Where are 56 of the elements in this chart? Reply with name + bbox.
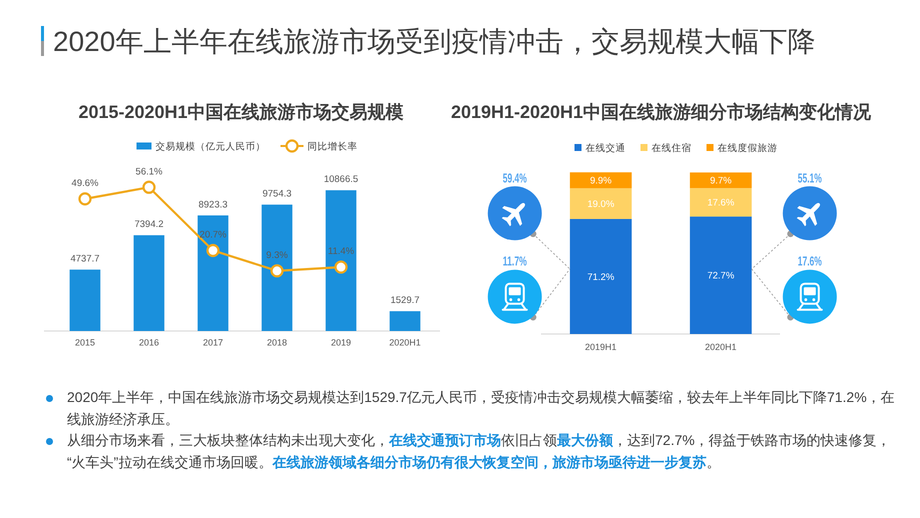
data-label: 71.2% [587, 272, 615, 283]
data-label: 4737.7 [70, 254, 100, 265]
data-label: 11.4% [328, 246, 355, 258]
bar [326, 190, 356, 331]
data-label: 1529.7 [390, 295, 420, 306]
text: 17.6% [798, 254, 835, 269]
text: 59.4% [502, 170, 540, 186]
chart-title: 2015-2020H1中国在线旅游市场交易规模 [78, 102, 404, 122]
bar [690, 216, 752, 334]
legend-label: 在线交通 [586, 142, 626, 154]
x-tick-label: 2018 [266, 338, 288, 348]
bar [570, 218, 632, 334]
bar [198, 215, 228, 331]
text: 从细分市场来看，三大板块整体结构未出现大变化，在线交通预订市场依旧占领最大份额，达到72.7%，得益于铁路市场的快速修复，“火车头”拉动在线交通市场回暖。在线旅游领域各细分市场仍有很大恢复空间，旅游市场亟待进一步复苏。 [67, 432, 891, 470]
bar [690, 188, 752, 217]
text: 2020年上半年在线旅游市场受到疫情冲击，交易规模大幅下降 [53, 26, 816, 57]
data-label: 56.1% [136, 166, 164, 178]
data-label: 9.9% [590, 176, 612, 187]
chart-title: 2019H1-2020H1中国在线旅游细分市场结构变化情况 [450, 102, 872, 122]
legend-label: 同比增长率 [308, 140, 358, 152]
bar [134, 235, 164, 331]
data-label: 10866.5 [324, 174, 358, 186]
point [334, 260, 348, 274]
x-tick-label: 2020H1 [705, 342, 737, 352]
data-label: 8923.3 [198, 199, 228, 210]
data-label: 7394.2 [134, 219, 164, 230]
legend-label: 在线度假旅游 [718, 142, 778, 154]
x-tick-label: 2019H1 [585, 342, 617, 352]
x-tick-label: 2017 [202, 338, 224, 348]
bar [690, 172, 752, 188]
legend-label: 在线住宿 [652, 142, 692, 154]
data-label: 9754.3 [262, 188, 292, 200]
data-label: 72.7% [707, 270, 735, 282]
x-tick-label: 2020H1 [389, 338, 421, 348]
x-tick-label: 2019 [330, 338, 352, 348]
x-tick-label: 2016 [138, 338, 160, 348]
point [270, 264, 284, 278]
data-label: 19.0% [587, 199, 615, 210]
text: 2020年上半年，中国在线旅游市场交易规模达到1529.7亿元人民币，受疫情冲击交易规模大幅萎缩，较去年上半年同比下降71.2%，在线旅游经济承压。 [67, 389, 895, 426]
data-label: 49.6% [72, 178, 100, 189]
data-label: 20.7% [200, 229, 228, 240]
legend-label: 交易规模（亿元人民币） [156, 140, 266, 152]
bar [262, 204, 292, 331]
data-label: 9.3% [266, 250, 288, 261]
data-label: 9.7% [710, 176, 732, 187]
text: 55.1% [798, 170, 835, 186]
bar [570, 172, 632, 188]
point [78, 192, 92, 206]
data-label: 17.6% [707, 198, 735, 209]
bar [390, 311, 420, 331]
text: 11.7% [502, 254, 539, 269]
bar [570, 188, 632, 219]
bar [70, 270, 100, 331]
x-tick-label: 2015 [74, 338, 96, 348]
point [206, 244, 220, 258]
point [142, 180, 156, 194]
